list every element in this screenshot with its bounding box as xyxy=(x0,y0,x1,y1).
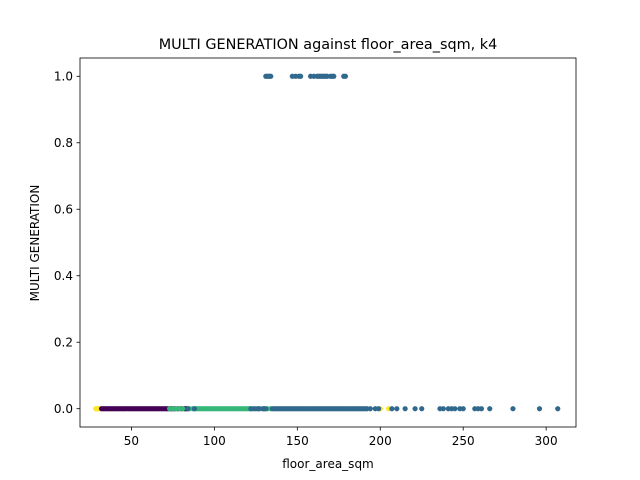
x-tick-label: 300 xyxy=(535,434,558,448)
data-point xyxy=(460,406,466,412)
data-point xyxy=(180,406,186,412)
data-point xyxy=(268,73,274,79)
x-tick-label: 50 xyxy=(124,434,139,448)
data-point xyxy=(263,406,269,412)
data-point xyxy=(191,406,198,412)
x-tick-label: 150 xyxy=(286,434,309,448)
x-tick-label: 250 xyxy=(452,434,475,448)
data-point xyxy=(394,406,400,412)
data-point xyxy=(452,406,458,412)
data-point xyxy=(342,73,349,79)
chart-title: MULTI GENERATION against floor_area_sqm,… xyxy=(159,37,498,53)
data-point xyxy=(298,73,304,79)
data-point xyxy=(487,406,493,412)
y-axis-label: MULTI GENERATION xyxy=(28,185,42,302)
data-point xyxy=(185,406,191,412)
x-axis-label: floor_area_sqm xyxy=(282,457,374,471)
data-point xyxy=(389,406,395,412)
y-tick-label: 1.0 xyxy=(54,70,73,84)
y-tick-label: 0.6 xyxy=(54,203,73,217)
y-axis: 0.0 0.2 0.4 0.6 0.8 1.0 xyxy=(54,70,80,416)
points-layer xyxy=(93,73,561,412)
y-tick-label: 0.0 xyxy=(54,402,73,416)
x-axis: 50 100 150 200 250 300 xyxy=(124,427,558,448)
data-point xyxy=(555,406,561,412)
data-point xyxy=(440,406,446,412)
plot-frame xyxy=(79,57,577,428)
data-point xyxy=(376,406,382,412)
data-point xyxy=(536,406,543,412)
data-point xyxy=(367,406,373,412)
x-tick-label: 100 xyxy=(203,434,226,448)
data-point xyxy=(331,73,337,79)
data-point xyxy=(419,406,425,412)
data-point xyxy=(402,406,408,412)
y-tick-label: 0.8 xyxy=(54,136,73,150)
data-point xyxy=(510,406,516,412)
y-tick-label: 0.2 xyxy=(54,336,73,350)
data-point xyxy=(478,406,485,412)
x-tick-label: 200 xyxy=(369,434,392,448)
data-point xyxy=(412,406,418,412)
y-tick-label: 0.4 xyxy=(54,269,73,283)
